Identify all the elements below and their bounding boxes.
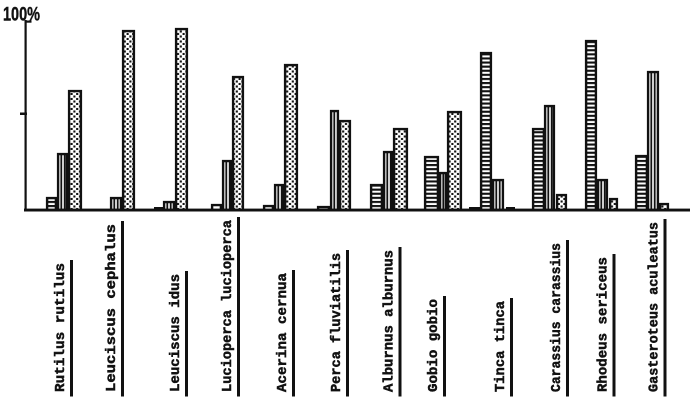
- svg-text:Carassius carassius: Carassius carassius: [549, 243, 565, 392]
- svg-text:Alburnus alburnus: Alburnus alburnus: [382, 250, 398, 392]
- svg-text:100%: 100%: [3, 5, 40, 26]
- svg-text:Rutilus rutilus: Rutilus rutilus: [53, 263, 69, 392]
- svg-text:Leuciscus cephalus: Leuciscus cephalus: [104, 224, 120, 392]
- svg-text:Lucioperca lucioperca: Lucioperca lucioperca: [220, 219, 236, 392]
- svg-text:Gobio gobio: Gobio gobio: [426, 299, 442, 392]
- svg-text:Perca fluviatilis: Perca fluviatilis: [329, 253, 345, 392]
- svg-text:Gasteroteus aculeatus: Gasteroteus aculeatus: [647, 222, 663, 392]
- svg-text:Acerina cernua: Acerina cernua: [275, 272, 291, 392]
- svg-text:Rhodeus sericeus: Rhodeus sericeus: [596, 257, 612, 392]
- svg-text:Tinca tinca: Tinca tinca: [493, 300, 509, 392]
- svg-text:Leuciscus idus: Leuciscus idus: [168, 274, 184, 392]
